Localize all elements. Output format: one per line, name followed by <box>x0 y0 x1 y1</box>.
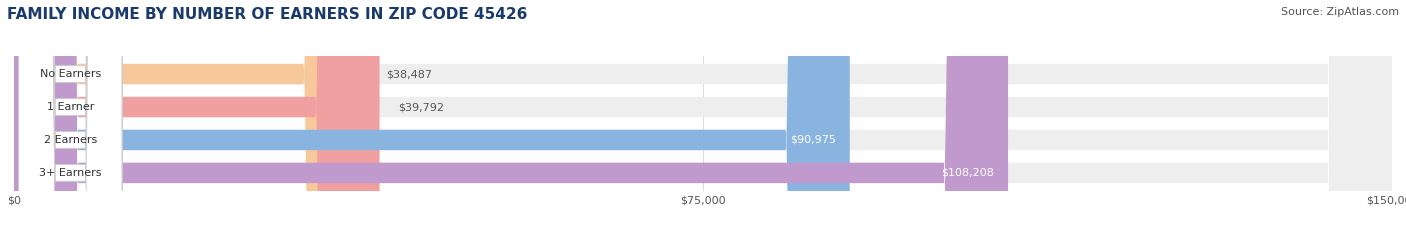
FancyBboxPatch shape <box>14 0 1392 233</box>
Text: $38,487: $38,487 <box>387 69 432 79</box>
Text: No Earners: No Earners <box>39 69 101 79</box>
FancyBboxPatch shape <box>18 0 122 233</box>
FancyBboxPatch shape <box>14 0 1392 233</box>
FancyBboxPatch shape <box>18 0 122 233</box>
Text: $39,792: $39,792 <box>398 102 444 112</box>
Text: 2 Earners: 2 Earners <box>44 135 97 145</box>
FancyBboxPatch shape <box>14 0 380 233</box>
FancyBboxPatch shape <box>14 0 1392 233</box>
Text: $90,975: $90,975 <box>790 135 837 145</box>
FancyBboxPatch shape <box>14 0 849 233</box>
Text: FAMILY INCOME BY NUMBER OF EARNERS IN ZIP CODE 45426: FAMILY INCOME BY NUMBER OF EARNERS IN ZI… <box>7 7 527 22</box>
FancyBboxPatch shape <box>18 0 122 233</box>
FancyBboxPatch shape <box>14 0 1008 233</box>
FancyBboxPatch shape <box>18 0 122 233</box>
FancyBboxPatch shape <box>14 0 367 233</box>
Text: $108,208: $108,208 <box>942 168 994 178</box>
Text: Source: ZipAtlas.com: Source: ZipAtlas.com <box>1281 7 1399 17</box>
FancyBboxPatch shape <box>14 0 1392 233</box>
Text: 1 Earner: 1 Earner <box>46 102 94 112</box>
Text: 3+ Earners: 3+ Earners <box>39 168 101 178</box>
